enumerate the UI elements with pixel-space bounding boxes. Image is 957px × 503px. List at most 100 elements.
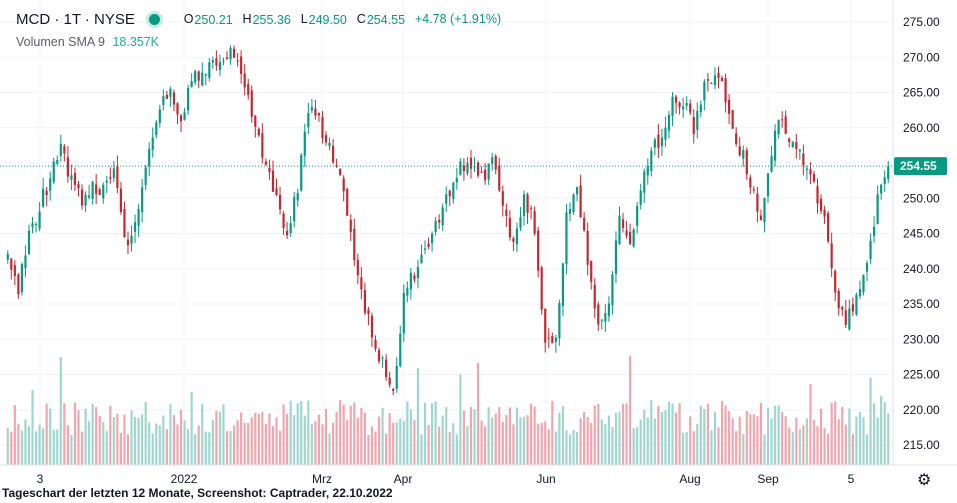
candle-body (862, 275, 865, 293)
volume-bar (593, 405, 596, 465)
time-axis[interactable]: 3 2022 Mrz Apr Jun Aug Sep 5 (37, 472, 855, 486)
volume-bar (533, 406, 536, 465)
volume-indicator-legend[interactable]: Volumen SMA 9 18.357K (16, 35, 159, 49)
volume-bar (328, 433, 331, 465)
volume-bar (498, 406, 501, 465)
candle-body (491, 157, 494, 164)
volume-bar (264, 423, 267, 465)
volume-bar (222, 404, 225, 465)
volume-bar (261, 411, 264, 465)
candle-body (519, 217, 522, 228)
candle-body (579, 185, 582, 218)
candle-body (261, 133, 264, 158)
volume-bar (505, 415, 508, 465)
candle-body (508, 218, 511, 238)
candle-body (70, 175, 73, 180)
volume-bar (360, 407, 363, 465)
candle-body (742, 150, 745, 159)
volume-bar (872, 403, 876, 465)
volume-bar (441, 415, 444, 465)
candle-body (445, 194, 448, 204)
volume-bar (526, 415, 529, 465)
candle-body (487, 163, 490, 180)
candle-body (282, 213, 285, 229)
candle-body (116, 166, 119, 188)
candle-body (434, 220, 437, 232)
volume-bar (745, 411, 748, 465)
price-axis[interactable]: 275.00270.00265.00260.00255.00250.00245.… (903, 15, 940, 452)
candle-body (34, 224, 38, 226)
candle-body (176, 103, 179, 115)
volume-bar (257, 413, 260, 465)
candle-body (73, 173, 77, 186)
volume-indicator-value: 18.357K (112, 35, 160, 49)
volume-bar (646, 417, 649, 465)
candle-body (554, 337, 557, 342)
candle-body (141, 187, 144, 213)
volume-bar (713, 411, 717, 465)
volume-bar (158, 425, 161, 465)
candle-body (119, 188, 123, 213)
volume-bar (784, 416, 787, 465)
price-tick-label: 230.00 (903, 332, 940, 346)
candle-body (494, 155, 497, 170)
volume-bar (413, 419, 416, 465)
volume-bar (706, 404, 709, 465)
candle-body (558, 303, 561, 339)
price-tick-label: 225.00 (903, 368, 940, 382)
gear-icon[interactable]: ⚙ (917, 472, 932, 489)
candle-body (795, 142, 798, 150)
candle-body (590, 260, 593, 282)
candle-body (565, 212, 568, 265)
candle-body (706, 79, 709, 81)
candle-body (512, 238, 515, 242)
candle-body (324, 135, 328, 143)
candle-body (38, 211, 41, 229)
time-tick-label: Aug (679, 472, 700, 486)
volume-bar (388, 413, 391, 465)
volume-bar (759, 402, 763, 465)
last-price-tag (894, 157, 947, 176)
candle-body (370, 315, 374, 338)
volume-bar (190, 391, 193, 465)
volume-bar (102, 421, 105, 465)
candle-body (819, 198, 823, 211)
volume-bar (130, 410, 133, 465)
volume-bar (501, 421, 504, 465)
candle-body (102, 184, 105, 199)
volume-bar (201, 403, 204, 465)
candle-body (257, 128, 260, 136)
candle-body (264, 161, 267, 165)
candle-body (664, 127, 667, 140)
candle-body (148, 148, 151, 167)
candle-body (225, 57, 229, 59)
volume-bar (300, 401, 303, 465)
volume-bar (812, 419, 816, 465)
volume-bar (508, 407, 511, 465)
volume-bar (643, 409, 646, 465)
candle-body (855, 294, 858, 315)
volume-bar (862, 417, 865, 465)
volume-bar (406, 401, 409, 465)
volume-bar (462, 410, 466, 465)
candle-body (441, 207, 444, 226)
candle-body (353, 228, 356, 260)
candle-body (105, 180, 108, 183)
symbol-title[interactable]: MCD · 1T · NYSE (16, 10, 135, 28)
volume-bar (31, 389, 34, 465)
candle-body (240, 56, 243, 74)
candle-body (756, 193, 759, 212)
volume-bar (271, 426, 275, 465)
candle-body (278, 195, 282, 210)
volume-bar (749, 414, 752, 465)
volume-bar (611, 427, 614, 465)
candle-body (77, 184, 80, 189)
volume-bar (105, 431, 108, 465)
candle-body (87, 195, 91, 198)
candle-body (452, 182, 455, 199)
volume-bar (324, 408, 328, 465)
volume-bar (187, 429, 190, 465)
candle-body (59, 144, 62, 156)
volume-bar (809, 383, 812, 465)
